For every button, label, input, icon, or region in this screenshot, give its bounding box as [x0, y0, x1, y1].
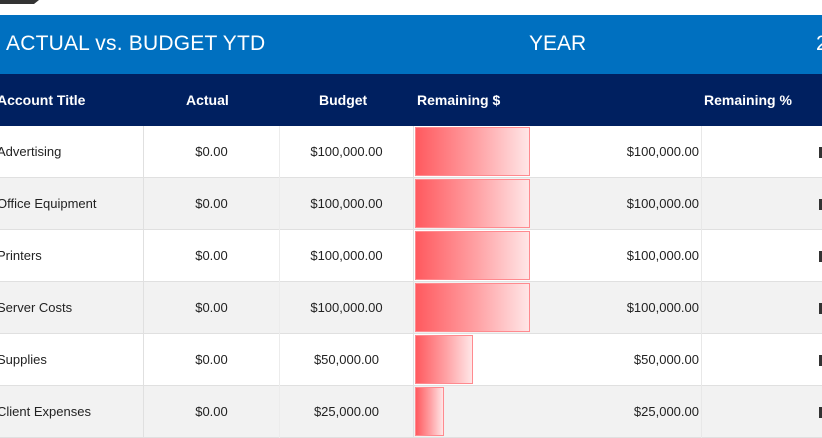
account-title-cell[interactable]: Supplies — [0, 352, 47, 367]
table-row[interactable]: Client Expenses $0.00 $25,000.00 $25,000.00 — [0, 386, 822, 438]
account-title-cell[interactable]: Advertising — [0, 144, 62, 159]
table-row[interactable]: Office Equipment $0.00 $100,000.00 $100,000… — [0, 178, 822, 230]
percent-glyph-partial — [819, 199, 822, 210]
percent-glyph-partial — [819, 355, 822, 366]
remaining-percent-cell[interactable] — [701, 126, 822, 178]
table-row[interactable]: Advertising $0.00 $100,000.00 $100,000.00 — [0, 126, 822, 178]
title-bar: ACTUAL vs. BUDGET YTD YEAR 2 — [0, 15, 822, 74]
account-title-cell[interactable]: Server Costs — [0, 300, 73, 315]
year-value[interactable]: 2 — [816, 32, 822, 55]
data-bar-cell — [413, 282, 702, 334]
actual-cell[interactable]: $0.00 — [143, 178, 279, 230]
budget-cell[interactable]: $100,000.00 — [279, 178, 413, 230]
remaining-percent-cell[interactable] — [701, 282, 822, 334]
budget-cell[interactable]: $100,000.00 — [279, 282, 413, 334]
remaining-data-bar — [415, 283, 530, 332]
remaining-percent-cell[interactable] — [701, 178, 822, 230]
percent-glyph-partial — [819, 407, 822, 418]
remaining-data-bar — [415, 179, 530, 228]
remaining-percent-cell[interactable] — [701, 334, 822, 386]
table-body: Advertising $0.00 $100,000.00 $100,000.00 Of… — [0, 126, 822, 438]
col-actual: Actual — [186, 92, 229, 108]
data-bar-cell — [413, 230, 702, 282]
remaining-dollars-cell[interactable]: $100,000.00 — [626, 248, 699, 263]
remaining-dollars-cell[interactable]: $100,000.00 — [626, 196, 699, 211]
col-remaining-dollars: Remaining $ — [417, 92, 501, 108]
year-label: YEAR — [529, 32, 587, 55]
budget-cell[interactable]: $100,000.00 — [279, 126, 413, 178]
remaining-data-bar — [415, 231, 530, 280]
remaining-percent-cell[interactable] — [701, 386, 822, 438]
data-bar-cell — [413, 178, 702, 230]
table-header: Account Title Actual Budget Remaining $ … — [0, 74, 822, 126]
percent-glyph-partial — [819, 147, 822, 158]
percent-glyph-partial — [819, 251, 822, 262]
sheet-tab-shape — [0, 0, 39, 4]
actual-cell[interactable]: $0.00 — [143, 230, 279, 282]
remaining-dollars-cell[interactable]: $100,000.00 — [626, 300, 699, 315]
budget-cell[interactable]: $25,000.00 — [279, 386, 413, 438]
table-row[interactable]: Printers $0.00 $100,000.00 $100,000.00 — [0, 230, 822, 282]
remaining-dollars-cell[interactable]: $50,000.00 — [633, 352, 699, 367]
col-account-title: Account Title — [0, 92, 86, 108]
actual-cell[interactable]: $0.00 — [143, 282, 279, 334]
remaining-dollars-cell[interactable]: $25,000.00 — [633, 404, 699, 419]
col-remaining-percent: Remaining % — [704, 92, 792, 108]
remaining-percent-cell[interactable] — [701, 230, 822, 282]
account-title-cell[interactable]: Printers — [0, 248, 42, 263]
page-title: ACTUAL vs. BUDGET YTD — [6, 32, 266, 55]
remaining-data-bar — [415, 335, 473, 384]
col-budget: Budget — [319, 92, 368, 108]
budget-cell[interactable]: $50,000.00 — [279, 334, 413, 386]
data-bar-cell — [413, 126, 702, 178]
data-bar-cell — [413, 334, 702, 386]
remaining-dollars-cell[interactable]: $100,000.00 — [626, 144, 699, 159]
actual-cell[interactable]: $0.00 — [143, 334, 279, 386]
actual-cell[interactable]: $0.00 — [143, 126, 279, 178]
budget-cell[interactable]: $100,000.00 — [279, 230, 413, 282]
table-row[interactable]: Supplies $0.00 $50,000.00 $50,000.00 — [0, 334, 822, 386]
actual-cell[interactable]: $0.00 — [143, 386, 279, 438]
percent-glyph-partial — [819, 303, 822, 314]
table-row[interactable]: Server Costs $0.00 $100,000.00 $100,000.00 — [0, 282, 822, 334]
account-title-cell[interactable]: Client Expenses — [0, 404, 91, 419]
remaining-data-bar — [415, 127, 530, 176]
account-title-cell[interactable]: Office Equipment — [0, 196, 97, 211]
